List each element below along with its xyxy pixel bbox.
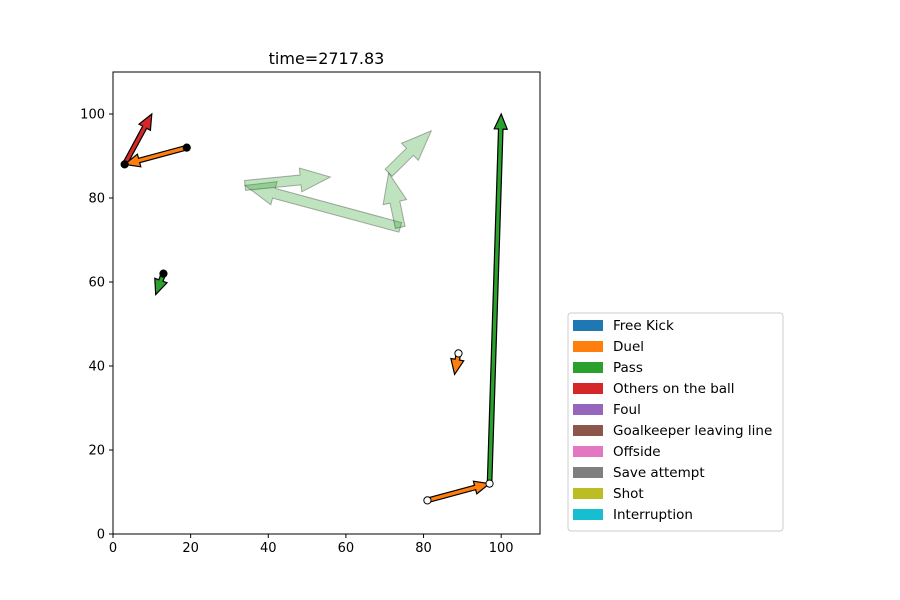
event-start-point-1 [182, 143, 191, 152]
x-tick-label-100: 100 [489, 541, 514, 556]
legend-label-7: Save attempt [613, 465, 705, 481]
faded-arrow-0 [243, 181, 403, 233]
legend-swatch-3 [573, 383, 603, 394]
y-tick-label-60: 60 [88, 276, 105, 291]
plot-area-frame [112, 71, 541, 535]
legend-label-9: Interruption [613, 507, 693, 523]
legend-swatch-5 [573, 425, 603, 436]
legend-swatch-8 [573, 488, 603, 499]
legend-swatch-0 [573, 320, 603, 331]
event-arrow-layer [121, 112, 509, 504]
legend-label-0: Free Kick [613, 318, 674, 334]
x-axis: 0 20 40 60 80 100 [109, 534, 514, 556]
legend: Free Kick Duel Pass Others on the ball Foul G… [567, 312, 784, 532]
event-arrow-4 [426, 480, 491, 504]
event-arrow-5 [486, 112, 509, 485]
legend-swatch-1 [573, 341, 603, 352]
y-tick-label-20: 20 [88, 444, 105, 459]
faded-arrow-1 [243, 167, 332, 193]
event-start-point-3 [454, 349, 463, 358]
legend-label-1: Duel [613, 339, 644, 355]
event-arrow-0 [121, 112, 153, 167]
y-axis: 0 20 40 60 80 100 [80, 108, 113, 543]
legend-swatch-6 [573, 446, 603, 457]
legend-label-5: Goalkeeper leaving line [613, 423, 772, 439]
event-start-point-2 [159, 269, 168, 278]
event-arrow-1 [123, 144, 189, 168]
y-tick-label-100: 100 [80, 108, 105, 123]
x-tick-label-0: 0 [109, 541, 117, 556]
legend-swatch-9 [573, 509, 603, 520]
faded-arrow-3 [384, 129, 433, 178]
faded-arrow-2 [382, 171, 408, 229]
x-tick-label-40: 40 [260, 541, 277, 556]
x-tick-label-80: 80 [415, 541, 432, 556]
y-tick-label-0: 0 [97, 528, 105, 543]
y-tick-label-80: 80 [88, 192, 105, 207]
legend-label-3: Others on the ball [613, 381, 735, 397]
legend-swatch-7 [573, 467, 603, 478]
legend-label-4: Foul [613, 402, 641, 418]
x-tick-label-60: 60 [338, 541, 355, 556]
legend-swatch-2 [573, 362, 603, 373]
x-tick-label-20: 20 [182, 541, 199, 556]
legend-swatch-4 [573, 404, 603, 415]
legend-label-2: Pass [613, 360, 643, 376]
event-start-point-5 [485, 479, 494, 488]
event-start-point-4 [423, 496, 432, 505]
event-start-point-0 [120, 160, 129, 169]
faded-arrow-layer [243, 129, 433, 233]
legend-frame [567, 312, 784, 532]
chart-title: time=2717.83 [269, 49, 385, 68]
legend-label-8: Shot [613, 486, 644, 502]
event-point-layer [120, 143, 494, 505]
legend-label-6: Offside [613, 444, 661, 460]
y-tick-label-40: 40 [88, 360, 105, 375]
